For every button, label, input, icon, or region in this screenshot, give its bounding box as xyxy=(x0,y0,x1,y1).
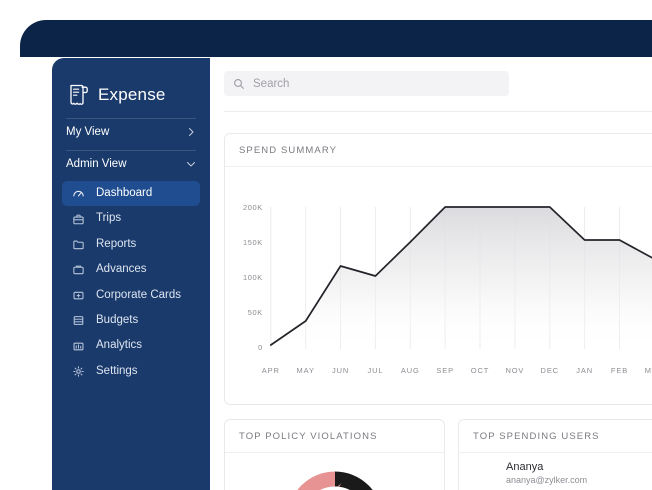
user-email: ananya@zylker.com xyxy=(506,475,588,486)
search-bar[interactable] xyxy=(224,71,509,96)
user-name: Ananya xyxy=(506,460,544,473)
receipt-icon xyxy=(70,84,88,105)
svg-text:OCT: OCT xyxy=(471,366,489,375)
svg-text:150K: 150K xyxy=(243,238,263,247)
sidebar-divider-top xyxy=(66,118,196,119)
card-spending-users: TOP SPENDING USERS Ananya ananya@zylker.… xyxy=(458,419,652,490)
sidebar: Expense My View Admin View Dashboard xyxy=(52,58,210,490)
sidebar-item-reports[interactable]: Reports xyxy=(62,232,200,257)
svg-text:100K: 100K xyxy=(243,273,263,282)
list-icon xyxy=(73,316,84,326)
svg-text:JUL: JUL xyxy=(367,366,383,375)
sidebar-item-label: Trips xyxy=(96,212,122,225)
topbar-divider xyxy=(224,111,652,112)
list-item[interactable]: Ananya ananya@zylker.com xyxy=(459,453,652,490)
chart-y-axis: 200K 150K 100K 50K 0 xyxy=(243,203,263,352)
search-icon xyxy=(234,78,244,89)
sidebar-nav: Dashboard Trips Reports xyxy=(52,181,210,384)
wallet-icon xyxy=(73,265,84,275)
svg-text:APR: APR xyxy=(262,366,280,375)
sidebar-item-label: Dashboard xyxy=(96,186,153,199)
svg-text:NOV: NOV xyxy=(505,366,524,375)
area-chart-svg: 200K 150K 100K 50K 0 APR MAY JUN xyxy=(243,203,652,375)
user-info: Ananya ananya@zylker.com xyxy=(506,460,587,487)
bar-chart-icon xyxy=(73,342,84,350)
card-policy-violations: TOP POLICY VIOLATIONS xyxy=(224,419,445,490)
sidebar-group-label: Admin View xyxy=(66,157,127,170)
svg-text:DEC: DEC xyxy=(541,366,559,375)
svg-text:MAY: MAY xyxy=(297,366,315,375)
sidebar-item-corporate-cards[interactable]: Corporate Cards xyxy=(62,283,200,308)
svg-text:SEP: SEP xyxy=(436,366,454,375)
sidebar-item-analytics[interactable]: Analytics xyxy=(62,333,200,358)
card-title: TOP SPENDING USERS xyxy=(459,420,652,453)
card-spend-summary: SPEND SUMMARY xyxy=(224,133,652,405)
sidebar-item-trips[interactable]: Trips xyxy=(62,206,200,231)
svg-text:50K: 50K xyxy=(248,308,263,317)
card-title: SPEND SUMMARY xyxy=(225,134,652,167)
sidebar-item-label: Budgets xyxy=(96,313,139,326)
sidebar-item-dashboard[interactable]: Dashboard xyxy=(62,181,200,207)
credit-card-icon xyxy=(73,291,84,300)
chart-x-axis: APR MAY JUN JUL AUG SEP OCT NOV DEC JAN … xyxy=(262,366,652,375)
donut-slice-salmon xyxy=(287,471,382,490)
sidebar-group-my-view[interactable]: My View xyxy=(52,119,210,144)
svg-text:FEB: FEB xyxy=(611,366,628,375)
spend-summary-chart: 200K 150K 100K 50K 0 APR MAY JUN xyxy=(225,167,652,397)
dashboard-icon xyxy=(73,190,84,197)
sidebar-divider-mid xyxy=(66,150,196,151)
svg-text:JAN: JAN xyxy=(576,366,593,375)
svg-text:AUG: AUG xyxy=(401,366,420,375)
gear-icon xyxy=(73,366,84,377)
chart-line xyxy=(269,206,652,346)
svg-text:0: 0 xyxy=(258,343,263,352)
svg-text:JUN: JUN xyxy=(332,366,349,375)
sidebar-item-label: Corporate Cards xyxy=(96,288,182,301)
chevron-down-icon xyxy=(187,161,195,166)
sidebar-item-label: Analytics xyxy=(96,339,143,352)
sidebar-group-label: My View xyxy=(66,125,110,138)
sidebar-item-budgets[interactable]: Budgets xyxy=(62,308,200,333)
chart-area-fill xyxy=(270,207,652,349)
main-content: SPEND SUMMARY xyxy=(210,57,652,490)
sidebar-item-label: Advances xyxy=(96,263,147,276)
briefcase-icon xyxy=(73,214,84,224)
topbar xyxy=(210,57,652,111)
sidebar-item-settings[interactable]: Settings xyxy=(62,359,200,384)
brand: Expense xyxy=(52,58,210,112)
sidebar-group-admin-view[interactable]: Admin View xyxy=(52,151,210,176)
svg-text:MAR: MAR xyxy=(645,366,652,375)
brand-name: Expense xyxy=(98,85,166,104)
donut-chart-svg xyxy=(287,471,382,490)
donut-chart xyxy=(225,453,444,490)
folder-icon xyxy=(73,240,84,250)
sidebar-item-advances[interactable]: Advances xyxy=(62,257,200,282)
chevron-right-icon xyxy=(189,127,194,136)
card-title: TOP POLICY VIOLATIONS xyxy=(225,420,444,453)
sidebar-item-label: Reports xyxy=(96,237,137,250)
svg-text:200K: 200K xyxy=(243,203,263,212)
search-input[interactable] xyxy=(253,77,500,90)
sidebar-item-label: Settings xyxy=(96,364,138,377)
